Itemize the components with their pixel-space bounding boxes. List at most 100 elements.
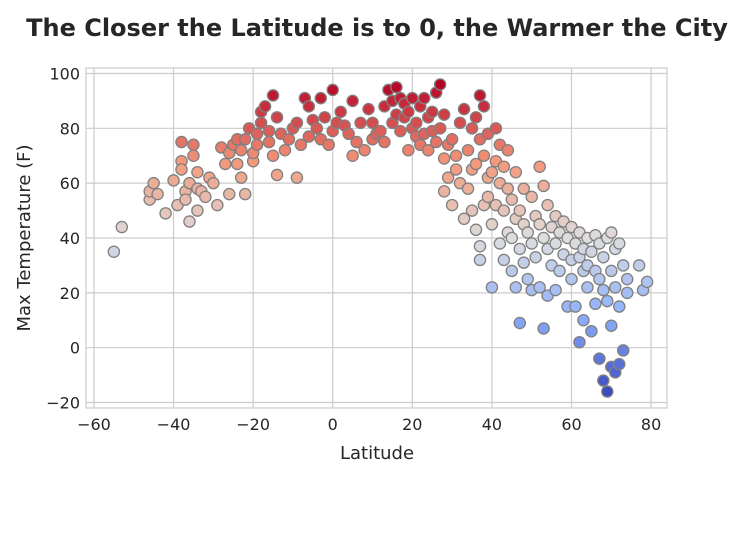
y-tick-label: 20 bbox=[60, 284, 80, 303]
data-point bbox=[533, 160, 546, 173]
data-point bbox=[616, 259, 630, 272]
y-tick-label: 100 bbox=[49, 64, 80, 83]
data-point bbox=[493, 237, 507, 250]
data-point bbox=[238, 187, 252, 201]
data-point bbox=[573, 335, 586, 349]
data-point bbox=[537, 322, 550, 335]
data-point bbox=[211, 198, 224, 212]
data-point bbox=[270, 111, 284, 124]
data-point bbox=[612, 237, 626, 250]
data-point bbox=[429, 135, 443, 149]
data-point bbox=[533, 281, 546, 294]
data-point bbox=[533, 218, 546, 231]
data-point bbox=[461, 182, 475, 195]
data-point bbox=[529, 250, 542, 264]
data-point bbox=[620, 272, 634, 286]
data-point bbox=[290, 116, 304, 130]
data-point bbox=[441, 171, 455, 184]
data-point bbox=[266, 89, 280, 102]
data-point bbox=[437, 185, 451, 198]
data-point bbox=[469, 223, 483, 237]
data-point bbox=[593, 352, 606, 365]
data-point bbox=[513, 316, 527, 330]
y-axis-label: Max Temperature (F) bbox=[14, 144, 35, 331]
data-point bbox=[310, 122, 324, 135]
data-point bbox=[517, 182, 530, 195]
data-points bbox=[107, 78, 654, 398]
data-point bbox=[605, 264, 618, 278]
data-point bbox=[418, 91, 431, 105]
data-point bbox=[219, 157, 232, 171]
data-point bbox=[433, 78, 447, 91]
data-point bbox=[410, 116, 423, 130]
data-point bbox=[481, 190, 495, 204]
data-point bbox=[191, 204, 204, 217]
data-point bbox=[302, 100, 316, 113]
data-point bbox=[437, 108, 451, 121]
data-point bbox=[505, 231, 519, 245]
data-point bbox=[366, 116, 379, 130]
data-point bbox=[585, 245, 598, 258]
data-point bbox=[612, 357, 626, 371]
data-point bbox=[485, 218, 499, 231]
data-point bbox=[230, 157, 244, 171]
data-point bbox=[358, 144, 371, 157]
data-point bbox=[394, 124, 407, 138]
data-point bbox=[609, 281, 622, 294]
data-point bbox=[354, 116, 367, 130]
data-point bbox=[593, 272, 606, 286]
data-point bbox=[445, 198, 459, 212]
data-point bbox=[597, 283, 610, 297]
data-point bbox=[505, 193, 519, 206]
data-point bbox=[437, 152, 451, 165]
data-point bbox=[294, 138, 308, 152]
data-point bbox=[632, 259, 646, 272]
data-point bbox=[505, 264, 519, 278]
data-point bbox=[238, 133, 252, 146]
data-point bbox=[585, 324, 598, 338]
data-point bbox=[485, 281, 499, 294]
data-point bbox=[282, 133, 296, 146]
data-point bbox=[605, 319, 618, 332]
y-tick-label: −20 bbox=[46, 394, 80, 413]
data-point bbox=[513, 242, 527, 256]
x-tick-label: 60 bbox=[561, 415, 581, 434]
data-point bbox=[187, 138, 200, 152]
data-point bbox=[266, 149, 280, 162]
data-point bbox=[250, 127, 264, 141]
x-tick-label: 80 bbox=[641, 415, 661, 434]
data-point bbox=[597, 250, 610, 264]
data-point bbox=[342, 127, 355, 141]
data-point bbox=[620, 286, 634, 300]
data-point bbox=[453, 116, 467, 130]
data-point bbox=[421, 144, 435, 157]
data-point bbox=[597, 374, 610, 387]
y-tick-label: 60 bbox=[60, 174, 80, 193]
data-point bbox=[191, 165, 204, 179]
data-point bbox=[449, 149, 463, 162]
data-point bbox=[589, 297, 602, 311]
data-point bbox=[501, 182, 515, 195]
x-tick-label: 40 bbox=[482, 415, 502, 434]
data-point bbox=[402, 144, 415, 157]
data-point bbox=[581, 281, 594, 294]
data-point bbox=[549, 283, 562, 297]
data-point bbox=[334, 105, 347, 119]
data-point bbox=[605, 226, 618, 239]
data-point bbox=[509, 165, 523, 179]
data-point bbox=[183, 215, 196, 228]
data-point bbox=[258, 100, 272, 113]
data-point bbox=[346, 149, 359, 162]
data-point bbox=[525, 237, 538, 250]
data-point bbox=[445, 133, 459, 146]
grid-lines bbox=[86, 68, 667, 408]
data-point bbox=[549, 237, 562, 250]
data-point bbox=[465, 122, 479, 135]
y-tick-label: 40 bbox=[60, 229, 80, 248]
data-point bbox=[402, 105, 415, 119]
data-point bbox=[262, 135, 276, 149]
data-point bbox=[465, 204, 479, 217]
data-point bbox=[565, 272, 578, 286]
data-point bbox=[497, 204, 511, 217]
data-point bbox=[477, 100, 491, 113]
